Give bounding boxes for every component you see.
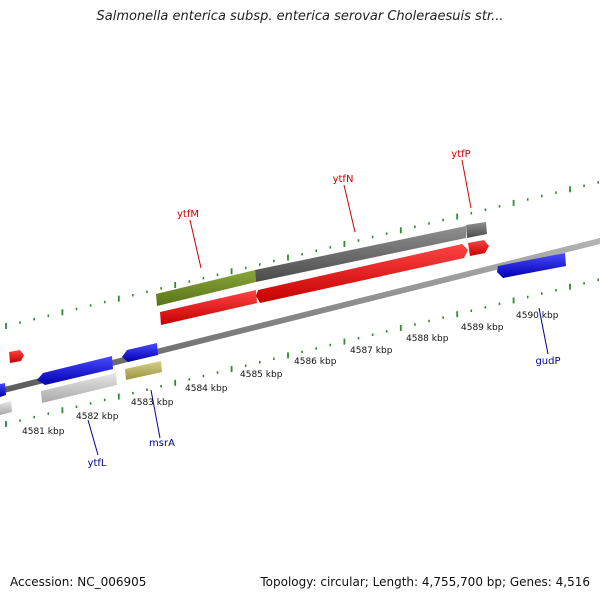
kbp-label: 4588 kbp bbox=[406, 334, 449, 344]
reverse-gene-track bbox=[0, 343, 162, 415]
reverse-tick-ring bbox=[5, 278, 600, 427]
kbp-scale-labels: 4581 kbp 4582 kbp 4583 kbp 4584 kbp 4585 kbp… bbox=[22, 311, 559, 437]
ytfL-gene-arrow bbox=[37, 356, 113, 385]
kbp-label: 4590 kbp bbox=[516, 311, 559, 321]
gene-label-ytfP: ytfP bbox=[451, 149, 470, 160]
kbp-label: 4581 kbp bbox=[22, 427, 65, 437]
kbp-label: 4583 kbp bbox=[131, 398, 174, 408]
forward-gene-track bbox=[9, 222, 566, 363]
gene-label-ytfN: ytfN bbox=[333, 174, 354, 185]
gene-label-ytfL: ytfL bbox=[88, 458, 107, 469]
ytfL-feature bbox=[41, 373, 117, 403]
kbp-label: 4582 kbp bbox=[76, 412, 119, 422]
ytfN-gene-arrow bbox=[256, 244, 468, 303]
gene-label-gudP: gudP bbox=[535, 356, 560, 367]
ytfP-forward-feature bbox=[466, 222, 487, 238]
gudP-gene-arrow bbox=[497, 253, 566, 278]
gene-label-lines bbox=[87, 159, 549, 456]
genome-summary: Topology: circular; Length: 4,755,700 bp… bbox=[260, 575, 590, 589]
kbp-label: 4585 kbp bbox=[240, 370, 283, 380]
kbp-label: 4584 kbp bbox=[185, 384, 228, 394]
accession-label: Accession: NC_006905 bbox=[10, 575, 147, 589]
msrA-feature bbox=[125, 361, 162, 380]
edge-gray-feature bbox=[0, 401, 12, 415]
forward-tick-ring bbox=[5, 181, 600, 329]
small-red-gene-arrow bbox=[9, 350, 24, 363]
edge-blue-feature bbox=[0, 383, 6, 397]
kbp-label: 4589 kbp bbox=[461, 323, 504, 333]
ytfP-gene-arrow bbox=[468, 240, 489, 256]
ytfN-forward-feature bbox=[255, 226, 466, 282]
map-title: Salmonella enterica subsp. enterica sero… bbox=[96, 9, 504, 24]
reverse-blue-feature bbox=[122, 343, 158, 362]
ytfM-forward-feature bbox=[156, 270, 256, 306]
kbp-label: 4587 kbp bbox=[350, 346, 393, 356]
gene-labels: ytfM ytfN ytfP ytfL msrA gudP bbox=[88, 149, 561, 469]
kbp-label: 4586 kbp bbox=[294, 357, 337, 367]
ytfM-gene-arrow bbox=[160, 290, 257, 325]
gene-label-ytfM: ytfM bbox=[177, 209, 199, 220]
gene-label-msrA: msrA bbox=[149, 438, 175, 449]
